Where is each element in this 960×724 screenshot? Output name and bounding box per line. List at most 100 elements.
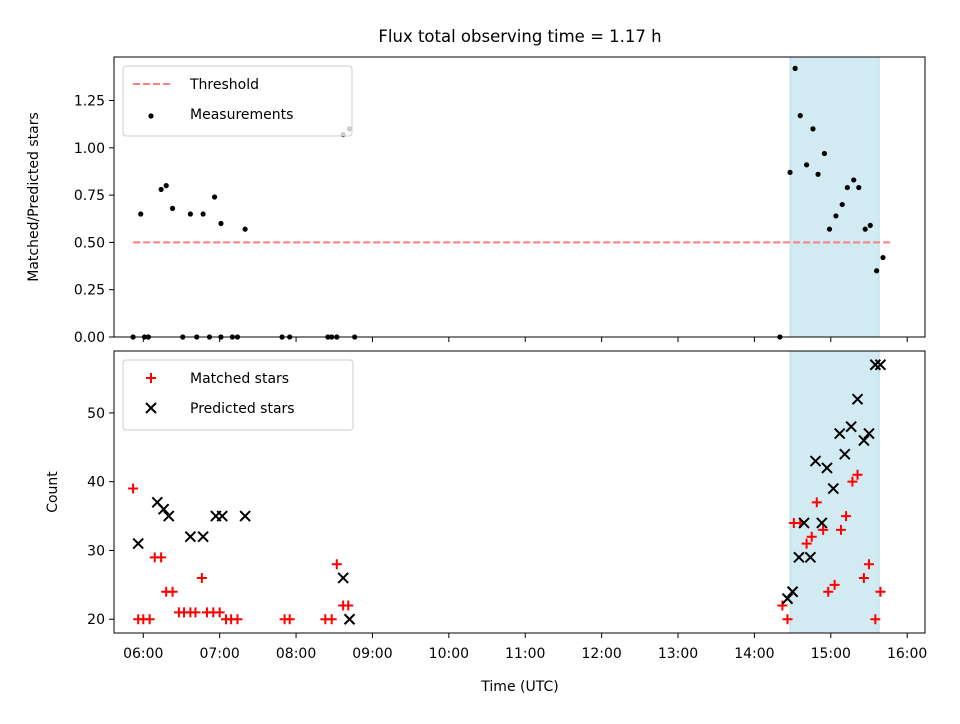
y-axis-label: Count xyxy=(45,471,61,513)
matched-point xyxy=(144,614,155,625)
measurement-point xyxy=(792,65,798,71)
legend-marker xyxy=(146,373,156,383)
y-tick-label: 0.75 xyxy=(74,188,105,204)
measurement-point xyxy=(200,211,206,217)
matched-point xyxy=(190,607,201,618)
measurement-point xyxy=(158,186,164,193)
legend-marker xyxy=(148,113,154,119)
matched-point xyxy=(806,531,817,542)
matched-point xyxy=(232,614,243,625)
predicted-point xyxy=(845,420,857,433)
predicted-point xyxy=(157,503,170,515)
measurement-point xyxy=(826,226,833,232)
x-tick-label: 16:00 xyxy=(887,646,927,662)
series-predicted-stars xyxy=(132,359,887,625)
axes-frame xyxy=(113,350,926,634)
predicted-point xyxy=(163,510,175,522)
matched-point xyxy=(835,524,846,535)
y-tick-label: 0.25 xyxy=(74,283,105,299)
measurement-point xyxy=(787,169,793,176)
measurement-point xyxy=(163,183,169,189)
matched-point xyxy=(214,607,225,618)
measurement-point xyxy=(844,184,850,191)
predicted-point xyxy=(809,455,822,467)
y-tick-label: 40 xyxy=(87,475,105,491)
shaded-region xyxy=(789,350,880,634)
measurement-point xyxy=(851,177,857,183)
x-tick-label: 06:00 xyxy=(123,646,163,662)
predicted-point xyxy=(239,510,251,522)
predicted-point xyxy=(874,359,887,371)
legend-label: Measurements xyxy=(190,107,293,123)
predicted-point xyxy=(216,510,228,522)
measurement-point xyxy=(874,268,880,274)
legend-label: Threshold xyxy=(189,77,259,93)
measurement-point xyxy=(218,220,224,227)
axes-frame xyxy=(113,56,926,338)
matched-point xyxy=(782,614,793,625)
x-tick-label: 15:00 xyxy=(811,646,851,662)
measurement-point xyxy=(797,113,803,119)
measurement-point xyxy=(856,184,862,191)
measurement-point xyxy=(211,194,218,200)
predicted-point xyxy=(786,586,799,598)
legend: Threshold Measurements xyxy=(122,65,353,137)
matched-point xyxy=(863,559,874,570)
matched-point xyxy=(823,586,834,597)
matched-point xyxy=(196,572,207,583)
matched-point xyxy=(326,614,337,625)
matched-point xyxy=(841,511,852,522)
matched-point xyxy=(343,600,354,611)
matched-point xyxy=(870,614,881,625)
x-tick-label: 08:00 xyxy=(276,646,316,662)
x-tick-label: 09:00 xyxy=(352,646,392,662)
matched-point xyxy=(777,600,788,611)
measurement-point xyxy=(187,211,193,217)
y-tick-label: 1.25 xyxy=(74,94,105,110)
predicted-point xyxy=(798,517,810,529)
y-tick-label: 0.00 xyxy=(74,330,105,346)
x-tick-label: 12:00 xyxy=(581,646,621,662)
measurement-point xyxy=(862,226,868,232)
matched-point xyxy=(829,579,840,590)
panel-1: 0.00 0.25 0.50 0.75 1.00 1.25 Matched/Predicte… xyxy=(26,56,926,346)
legend-box xyxy=(122,359,354,431)
measurement-point xyxy=(138,211,144,217)
legend-marker xyxy=(145,402,157,414)
predicted-point xyxy=(833,427,846,440)
y-tick-label: 20 xyxy=(87,612,105,628)
y-tick-label: 0.50 xyxy=(74,235,105,251)
x-tick-label: 11:00 xyxy=(505,646,545,662)
matched-point xyxy=(858,572,869,583)
predicted-point xyxy=(197,530,209,543)
panels: 0.00 0.25 0.50 0.75 1.00 1.25 Matched/Predicte… xyxy=(26,56,927,662)
matched-point xyxy=(801,538,812,549)
measurement-point xyxy=(242,226,248,232)
predicted-point xyxy=(863,427,875,440)
predicted-point xyxy=(781,592,794,605)
y-axis-label: Matched/Predicted stars xyxy=(26,112,42,282)
legend-label: Matched stars xyxy=(190,371,289,387)
panel-2: 20 30 40 50 06:00 07:00 08:00 09:00 10:00 11:00 12… xyxy=(45,350,927,662)
predicted-point xyxy=(821,462,833,474)
matched-point xyxy=(852,469,863,480)
predicted-point xyxy=(793,551,805,564)
series-matched-stars xyxy=(128,469,886,625)
measurement-point xyxy=(169,205,176,211)
y-tick-label: 30 xyxy=(87,543,105,559)
y-tick-label: 1.00 xyxy=(74,141,105,157)
matched-point xyxy=(331,559,342,570)
legend: Matched stars Predicted stars xyxy=(122,359,354,431)
x-tick-label: 10:00 xyxy=(429,646,469,662)
matched-point xyxy=(156,552,167,563)
measurement-point xyxy=(810,126,816,132)
matched-point xyxy=(167,586,178,597)
matched-point xyxy=(875,586,886,597)
predicted-point xyxy=(337,572,349,584)
predicted-point xyxy=(132,537,144,550)
legend-label: Predicted stars xyxy=(190,401,295,417)
predicted-point xyxy=(869,359,882,371)
measurement-point xyxy=(839,201,845,208)
legend-box xyxy=(122,65,353,137)
